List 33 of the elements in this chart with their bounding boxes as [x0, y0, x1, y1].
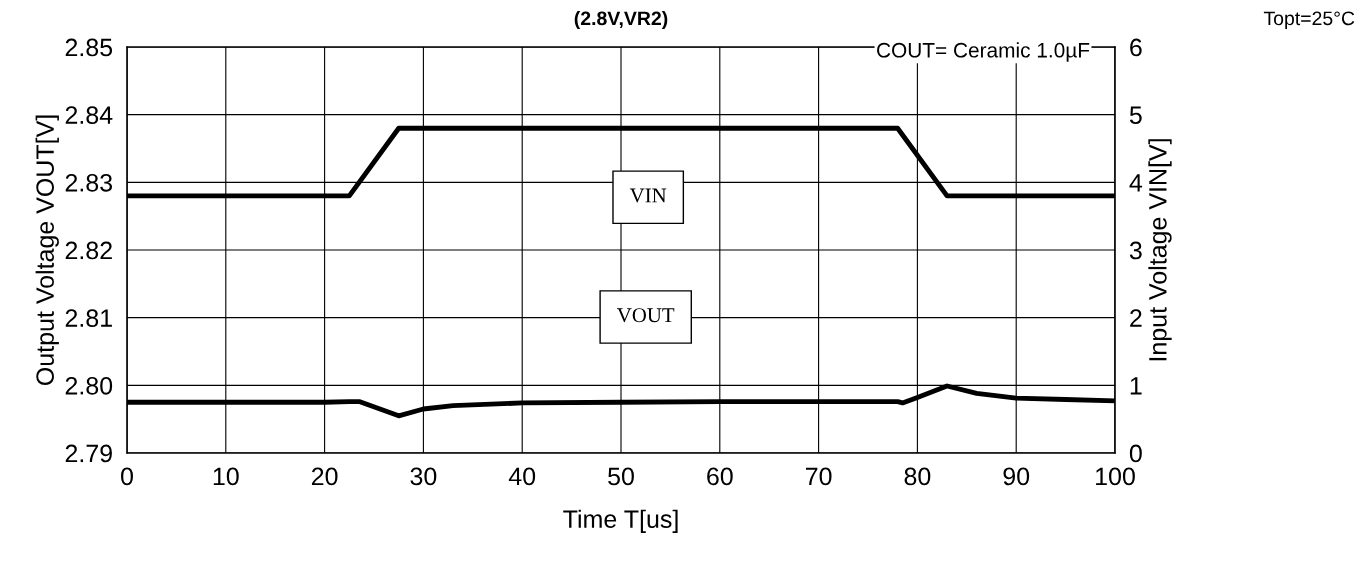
chart-title: (2.8V,VR2) [574, 10, 668, 30]
y-tick-label: 2.81 [65, 309, 112, 327]
y2-tick-label: 4 [1129, 174, 1143, 192]
y-tick-label: 2.82 [65, 241, 112, 260]
y-tick-label: 2.79 [65, 444, 112, 463]
y2-tick-label: 5 [1129, 106, 1142, 124]
y-tick-label: 2.83 [65, 173, 113, 192]
y-axis-title: Output Voltage VOUT[V] [35, 115, 59, 385]
text: VOUT [617, 308, 675, 323]
y-tick-label: 2.85 [65, 38, 113, 57]
x-tick-label: 0 [121, 467, 133, 486]
y-tick-label: 2.84 [65, 106, 113, 124]
y2-tick-label: 3 [1129, 241, 1142, 260]
x-tick-label: 80 [904, 467, 931, 486]
x-tick-label: 30 [410, 467, 437, 486]
y2-tick-label: 0 [1129, 444, 1142, 463]
x-tick-label: 90 [1003, 467, 1030, 486]
x-tick-label: 20 [311, 467, 338, 486]
y2-tick-label: 1 [1130, 377, 1142, 395]
x-tick-label: 100 [1096, 467, 1135, 486]
x-axis-title: Time T[us] [563, 509, 678, 533]
y-tick-label: 2.80 [65, 376, 113, 395]
y2-axis-title: Input Voltage VIN[V] [1148, 139, 1172, 361]
text: Topt=25°C [1263, 11, 1355, 30]
x-tick-label: 70 [805, 467, 832, 486]
y2-tick-label: 6 [1130, 38, 1142, 57]
x-tick-label: 10 [213, 467, 239, 486]
x-tick-label: 60 [707, 467, 733, 486]
x-tick-label: 50 [608, 467, 634, 486]
x-tick-label: 40 [508, 467, 536, 486]
y2-tick-label: 2 [1130, 309, 1142, 327]
text: VIN [629, 188, 667, 203]
annotation: COUT= Ceramic 1.0µF [877, 42, 1090, 62]
